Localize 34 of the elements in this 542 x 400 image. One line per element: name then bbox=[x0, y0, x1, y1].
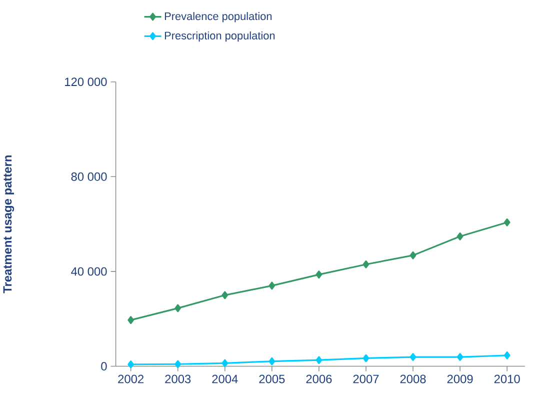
point bbox=[362, 260, 370, 268]
x-tick-label: 2010 bbox=[494, 374, 520, 384]
y-axis-title: Treatment usage pattern bbox=[3, 155, 14, 294]
point bbox=[174, 360, 182, 368]
y-tick-label: 0 bbox=[101, 362, 107, 370]
point bbox=[128, 316, 134, 324]
x-tick-label: 2008 bbox=[400, 374, 426, 384]
point bbox=[174, 304, 182, 312]
point bbox=[410, 251, 416, 260]
point bbox=[222, 359, 228, 368]
x-tick-label: 2003 bbox=[165, 374, 191, 384]
y-tick-label: 80 000 bbox=[71, 172, 107, 181]
point bbox=[268, 357, 276, 366]
x-tick-label: 2006 bbox=[306, 374, 332, 384]
legend-label: Prescription population bbox=[164, 31, 275, 42]
point bbox=[316, 356, 322, 364]
point bbox=[504, 218, 510, 226]
point bbox=[456, 352, 464, 361]
point bbox=[456, 232, 464, 240]
y-tick-label: 40 000 bbox=[71, 267, 107, 276]
point bbox=[316, 270, 322, 278]
point bbox=[362, 354, 370, 362]
x-tick-label: 2005 bbox=[259, 374, 285, 384]
point bbox=[222, 291, 228, 300]
x-tick-label: 2009 bbox=[447, 374, 473, 384]
legend-label: Prevalence population bbox=[164, 12, 272, 22]
point bbox=[268, 282, 276, 290]
point bbox=[128, 360, 134, 368]
point bbox=[504, 351, 510, 360]
x-tick-label: 2004 bbox=[212, 374, 238, 384]
x-tick-label: 2007 bbox=[353, 374, 379, 384]
point bbox=[410, 352, 416, 361]
y-tick-label: 120 000 bbox=[65, 78, 107, 86]
x-tick-label: 2002 bbox=[118, 374, 144, 384]
